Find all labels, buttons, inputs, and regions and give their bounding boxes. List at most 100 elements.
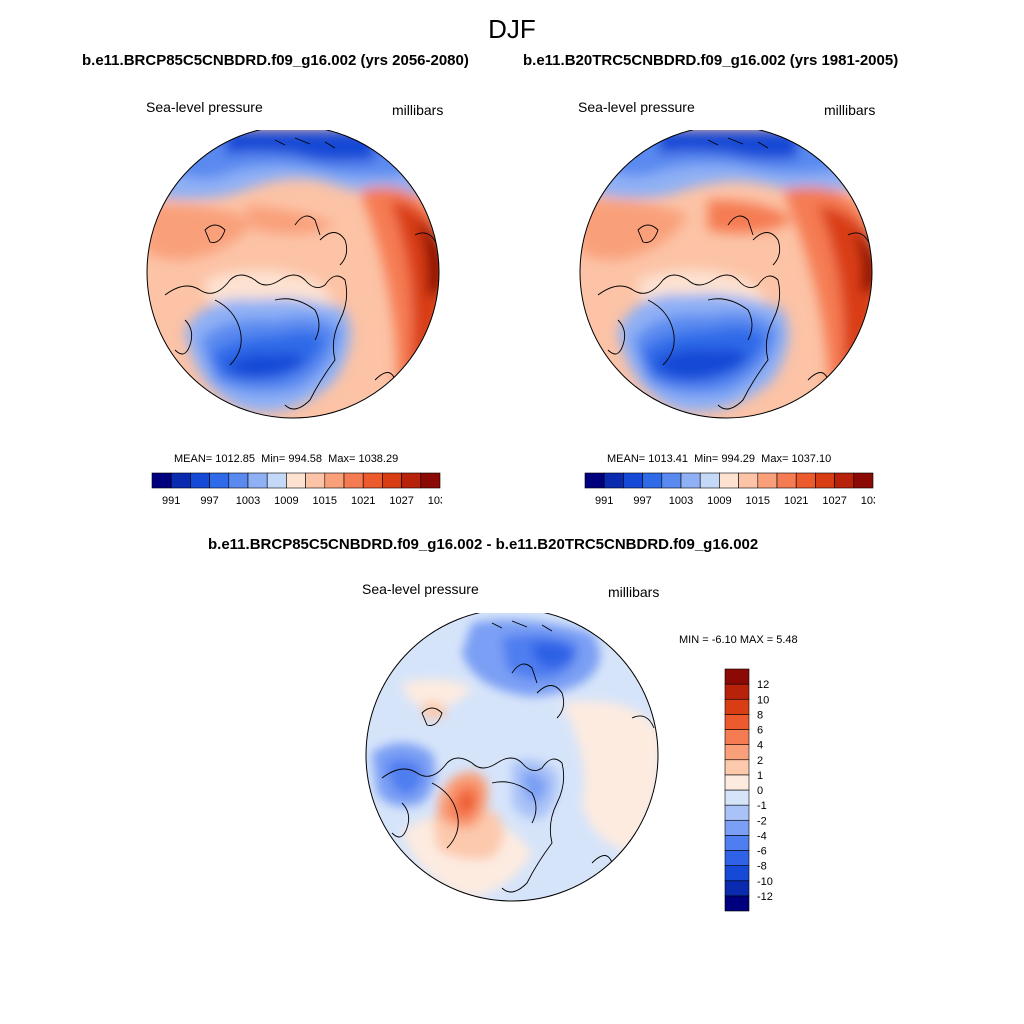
left-colorbar-tick-label: 1021 [351, 495, 375, 507]
right-colorbar-swatch [680, 472, 701, 489]
right-colorbar-swatch [815, 472, 835, 489]
diff-colorbar-tick-label: -1 [757, 800, 767, 812]
diff-colorbar-tick-label: -2 [757, 815, 767, 827]
diff-colorbar-swatch [724, 850, 750, 866]
left-max-label: Max= [328, 453, 356, 465]
right-colorbar-tick-label: 1021 [784, 495, 808, 507]
diff-colorbar-swatch [724, 789, 750, 806]
left-mean-label: MEAN= [174, 453, 213, 465]
diff-panel-title: b.e11.BRCP85C5CNBDRD.f09_g16.002 - b.e11… [208, 536, 759, 553]
diff-colorbar-swatch [724, 895, 750, 912]
left-colorbar-tick-label: 991 [162, 495, 180, 507]
diff-colorbar-swatch [724, 714, 750, 730]
left-colorbar-swatch [343, 472, 364, 489]
left-colorbar-tick-label: 1033 [428, 495, 442, 507]
right-colorbar-swatch [795, 472, 816, 489]
diff-colorbar-swatch [724, 698, 750, 715]
diff-colorbar-tick-label: 12 [757, 679, 769, 691]
left-colorbar-tick-label: 1027 [389, 495, 413, 507]
diff-colorbar-swatch [724, 804, 750, 821]
left-mean-value: 1012.85 [215, 453, 256, 465]
left-colorbar-tick-label: 1009 [274, 495, 298, 507]
diff-colorbar-tick-label: 0 [757, 785, 763, 797]
left-panel-title: b.e11.BRCP85C5CNBDRD.f09_g16.002 (yrs 20… [82, 52, 469, 69]
right-summary-stats: MEAN= 1013.41 Min= 994.29 Max= 1037.10 [607, 453, 831, 465]
diff-colorbar-tick-label: -6 [757, 846, 767, 858]
diff-colorbar-swatch [724, 683, 750, 700]
diff-min-value: -6.10 [711, 634, 737, 646]
left-summary-stats: MEAN= 1012.85 Min= 994.58 Max= 1038.29 [174, 453, 398, 465]
left-colorbar-swatch [247, 472, 268, 489]
left-colorbar-swatch [190, 472, 210, 489]
diff-summary-stats: MIN = -6.10 MAX = 5.48 [679, 634, 798, 646]
right-colorbar-swatch [603, 472, 624, 489]
diff-colorbar-swatch [724, 819, 750, 836]
diff-colorbar-tick-label: 8 [757, 709, 763, 721]
left-colorbar-swatch [170, 472, 191, 489]
left-colorbar-swatch [209, 472, 230, 489]
right-variable-label: Sea-level pressure [578, 99, 695, 115]
right-colorbar-tick-label: 997 [633, 495, 651, 507]
left-polar-map [146, 130, 440, 419]
left-colorbar-swatch [401, 472, 422, 489]
right-colorbar-tick-label: 991 [595, 495, 613, 507]
left-colorbar-swatch [382, 472, 402, 489]
diff-polar-map [365, 613, 659, 902]
right-panel-title: b.e11.B20TRC5CNBDRD.f09_g16.002 (yrs 198… [523, 52, 899, 69]
diff-colorbar-tick-label: 4 [757, 740, 763, 752]
right-colorbar-swatch [853, 472, 874, 489]
diff-colorbar-tick-label: -12 [757, 891, 773, 903]
right-colorbar-swatch [719, 472, 739, 489]
diff-colorbar-swatch [724, 835, 750, 851]
right-min-label: Min= [694, 453, 719, 465]
right-colorbar: 991 997 1003 1009 1015 1021 1027 1033 [584, 472, 875, 507]
left-colorbar-swatch [151, 472, 172, 489]
right-mean-value: 1013.41 [648, 453, 689, 465]
right-colorbar-swatch [776, 472, 797, 489]
left-colorbar-tick-label: 1015 [313, 495, 337, 507]
right-mean-label: MEAN= [607, 453, 646, 465]
diff-max-value: 5.48 [776, 634, 798, 646]
diff-colorbar-swatch [724, 774, 750, 791]
right-colorbar-swatch [738, 472, 759, 489]
right-min-value: 994.29 [721, 453, 756, 465]
right-colorbar-tick-label: 1027 [822, 495, 846, 507]
left-colorbar: 991 997 1003 1009 1015 1021 1027 1033 [151, 472, 442, 507]
right-colorbar-swatch [661, 472, 682, 489]
left-units-label: millibars [392, 102, 444, 118]
left-colorbar-swatch [305, 472, 326, 489]
right-colorbar-swatch [699, 472, 720, 489]
right-colorbar-swatch [623, 472, 643, 489]
diff-colorbar-tick-label: -4 [757, 830, 767, 842]
diff-colorbar-tick-label: -8 [757, 861, 767, 873]
diff-units-label: millibars [608, 584, 660, 600]
right-units-label: millibars [824, 102, 876, 118]
diff-colorbar-swatch [724, 744, 750, 761]
diff-colorbar-tick-label: 2 [757, 755, 763, 767]
right-max-label: Max= [761, 453, 789, 465]
left-min-label: Min= [261, 453, 286, 465]
left-variable-label: Sea-level pressure [146, 99, 263, 115]
left-max-value: 1038.29 [358, 453, 399, 465]
left-colorbar-tick-label: 1003 [236, 495, 260, 507]
right-colorbar-tick-label: 1003 [669, 495, 693, 507]
diff-colorbar-swatch [724, 729, 750, 745]
diff-colorbar-swatch [724, 880, 750, 897]
diff-min-label: MIN = [679, 634, 709, 646]
right-colorbar-tick-label: 1009 [707, 495, 731, 507]
right-colorbar-tick-label: 1033 [861, 495, 875, 507]
diff-colorbar-tick-label: 10 [757, 694, 769, 706]
diff-max-label: MAX = [739, 634, 774, 646]
left-colorbar-tick-label: 997 [200, 495, 218, 507]
right-colorbar-swatch [834, 472, 855, 489]
left-min-value: 994.58 [288, 453, 323, 465]
right-colorbar-swatch [584, 472, 605, 489]
figure-title: DJF [488, 14, 536, 44]
right-max-value: 1037.10 [791, 453, 832, 465]
diff-colorbar-swatch [724, 759, 750, 776]
right-colorbar-swatch [757, 472, 778, 489]
diff-colorbar-swatch [724, 865, 750, 882]
diff-colorbar-tick-label: 6 [757, 725, 763, 737]
left-colorbar-swatch [228, 472, 249, 489]
